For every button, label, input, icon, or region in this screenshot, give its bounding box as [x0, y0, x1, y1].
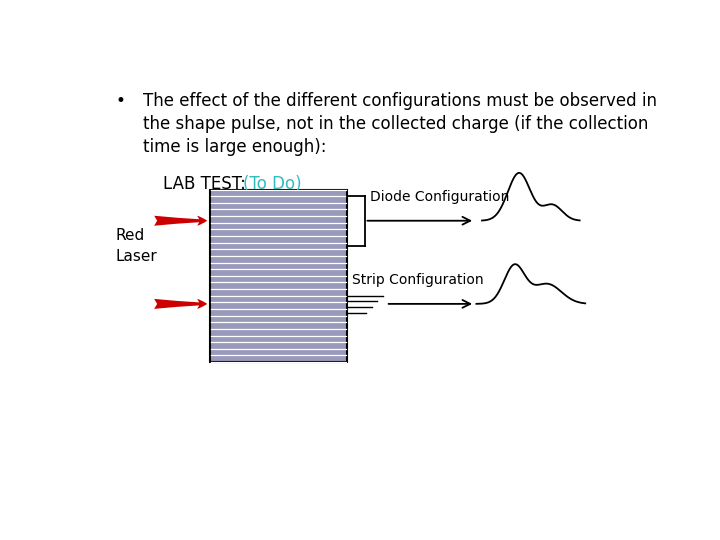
Text: Diode Configuration: Diode Configuration — [370, 190, 510, 204]
Bar — [210, 190, 346, 362]
Text: Strip Configuration: Strip Configuration — [352, 273, 484, 287]
Text: •: • — [115, 92, 125, 110]
Text: The effect of the different configurations must be observed in: The effect of the different configuratio… — [143, 92, 657, 110]
Text: LAB TEST:: LAB TEST: — [163, 175, 246, 193]
Text: (To Do): (To Do) — [243, 175, 302, 193]
Text: Red
Laser: Red Laser — [115, 228, 157, 264]
Text: the shape pulse, not in the collected charge (if the collection: the shape pulse, not in the collected ch… — [143, 114, 649, 133]
Text: time is large enough):: time is large enough): — [143, 138, 326, 156]
